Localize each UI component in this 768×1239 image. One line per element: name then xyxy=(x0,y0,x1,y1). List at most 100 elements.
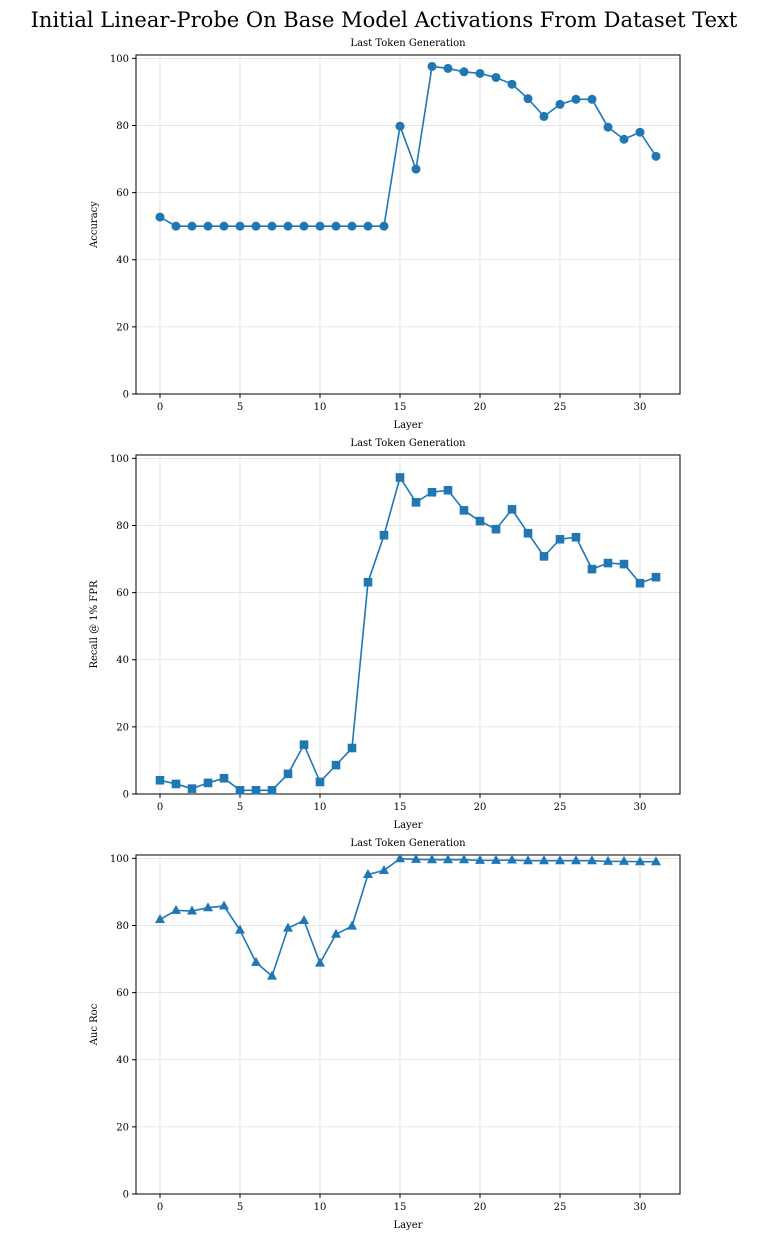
data-point xyxy=(267,786,277,795)
x-tick-label: 5 xyxy=(237,402,243,413)
data-point xyxy=(459,67,469,77)
y-tick-label: 0 xyxy=(123,390,129,401)
data-point xyxy=(395,473,405,482)
data-point xyxy=(651,151,661,161)
data-point xyxy=(635,127,645,137)
data-point xyxy=(411,853,421,863)
y-tick-label: 0 xyxy=(123,790,129,801)
chart-panel-2: 0 5 10 15 20 25 30 0 20 40 60 80 100 Last Token Gener… xyxy=(89,838,681,1231)
x-tick-label: 10 xyxy=(314,802,327,813)
data-point xyxy=(235,221,245,231)
data-point xyxy=(539,855,549,865)
data-point xyxy=(379,530,389,540)
data-point xyxy=(267,970,277,980)
y-tick-label: 80 xyxy=(116,521,129,532)
data-point xyxy=(507,505,517,514)
x-tick-label: 25 xyxy=(554,1202,567,1213)
x-axis-label: Layer xyxy=(394,420,423,431)
data-point xyxy=(379,864,389,874)
data-point xyxy=(347,743,357,753)
data-point xyxy=(443,63,453,73)
data-point xyxy=(571,94,581,104)
data-point xyxy=(219,221,229,231)
data-point xyxy=(363,577,373,587)
y-axis-label: Auc Roc xyxy=(89,1003,100,1046)
y-tick-label: 80 xyxy=(116,921,129,932)
x-axis-label: Layer xyxy=(394,1220,423,1231)
data-point xyxy=(219,773,229,783)
data-point xyxy=(251,786,261,795)
x-tick-label: 25 xyxy=(554,802,567,813)
data-point xyxy=(155,913,165,923)
data-point xyxy=(203,778,213,788)
x-tick-label: 10 xyxy=(314,1202,327,1213)
x-tick-label: 5 xyxy=(237,802,243,813)
data-point xyxy=(587,855,597,865)
data-point xyxy=(603,558,613,568)
data-point xyxy=(475,68,485,78)
data-point xyxy=(331,221,341,231)
series-line xyxy=(159,857,656,978)
chart-panel-1: 0 5 10 15 20 25 30 0 20 40 60 80 100 Last Token Gener… xyxy=(89,438,681,831)
plot-frame xyxy=(135,54,681,395)
data-point xyxy=(523,855,533,865)
data-point xyxy=(171,779,181,789)
data-point xyxy=(363,868,373,878)
y-tick-label: 60 xyxy=(116,988,129,999)
data-point xyxy=(539,552,549,561)
data-point xyxy=(299,221,309,231)
data-point xyxy=(491,854,501,864)
y-tick-label: 100 xyxy=(110,854,129,865)
data-point xyxy=(459,854,469,864)
data-point xyxy=(555,855,565,865)
data-point xyxy=(635,856,645,866)
series-line xyxy=(159,65,657,227)
x-tick-label: 5 xyxy=(237,1202,243,1213)
chart-title: Last Token Generation xyxy=(350,38,466,49)
data-point xyxy=(635,578,645,588)
chart-title: Last Token Generation xyxy=(350,438,466,449)
figure-title: Initial Linear-Probe On Base Model Activ… xyxy=(31,8,738,32)
data-point xyxy=(619,134,629,144)
data-point xyxy=(427,61,437,71)
data-point xyxy=(443,485,453,495)
x-tick-label: 0 xyxy=(157,802,163,813)
y-axis-label: Recall @ 1% FPR xyxy=(89,580,100,668)
data-point xyxy=(315,777,325,787)
y-tick-label: 100 xyxy=(110,454,129,465)
data-point xyxy=(379,221,389,231)
plot-frame xyxy=(135,854,681,1195)
x-tick-label: 25 xyxy=(554,402,567,413)
data-point xyxy=(251,221,261,231)
data-point xyxy=(187,221,197,231)
data-point xyxy=(219,900,229,910)
x-tick-label: 30 xyxy=(634,402,647,413)
data-point xyxy=(523,528,533,538)
y-tick-label: 0 xyxy=(123,1190,129,1201)
data-point xyxy=(299,740,309,749)
x-tick-label: 15 xyxy=(394,802,407,813)
data-point xyxy=(619,855,629,865)
data-point xyxy=(427,854,437,864)
y-tick-label: 20 xyxy=(116,722,129,733)
y-tick-label: 100 xyxy=(110,54,129,65)
data-point xyxy=(347,221,357,231)
data-point xyxy=(411,164,421,174)
data-point xyxy=(603,855,613,865)
y-axis-label: Accuracy xyxy=(89,201,100,249)
x-tick-label: 20 xyxy=(474,1202,487,1213)
data-point xyxy=(443,854,453,864)
data-point xyxy=(427,487,437,497)
data-point xyxy=(651,856,661,866)
x-tick-label: 15 xyxy=(394,1202,407,1213)
data-point xyxy=(619,559,629,569)
x-tick-label: 0 xyxy=(157,402,163,413)
data-point xyxy=(491,524,501,534)
data-point xyxy=(171,221,181,231)
data-point xyxy=(491,72,501,82)
y-tick-label: 60 xyxy=(116,188,129,199)
data-point xyxy=(331,760,341,770)
data-point xyxy=(235,924,245,934)
data-point xyxy=(235,786,245,795)
